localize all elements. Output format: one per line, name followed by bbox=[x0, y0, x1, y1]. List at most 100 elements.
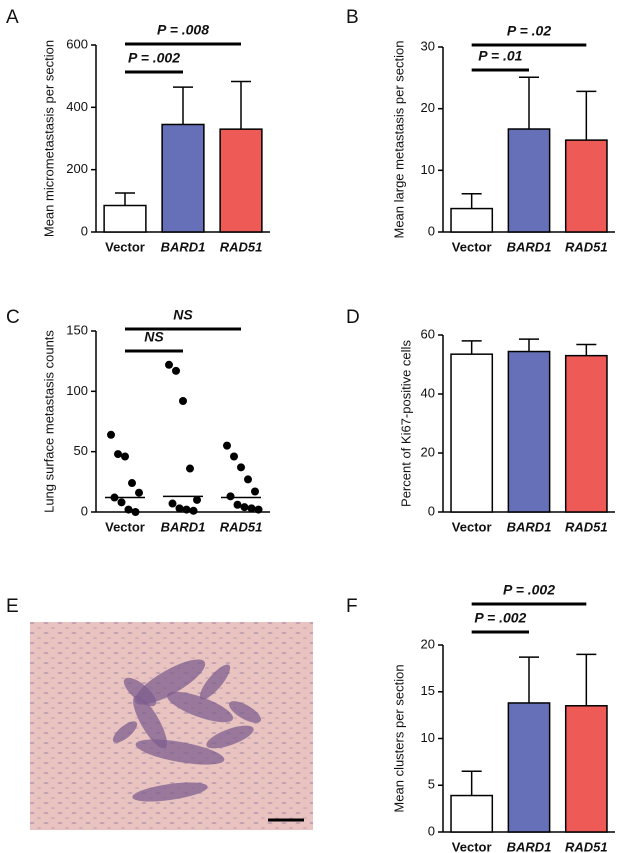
bar bbox=[564, 354, 608, 513]
y-tick-label: 10 bbox=[421, 730, 435, 745]
data-point bbox=[233, 500, 242, 509]
y-axis-label: Mean clusters per section bbox=[391, 664, 406, 812]
data-point bbox=[244, 475, 252, 484]
panel-label: C bbox=[6, 307, 20, 328]
y-tick-label: 150 bbox=[66, 322, 88, 337]
x-tick-label: BARD1 bbox=[507, 519, 552, 534]
y-tick-label: 0 bbox=[428, 823, 435, 838]
y-tick-label: 0 bbox=[428, 503, 435, 518]
y-tick-label: 15 bbox=[421, 683, 435, 698]
bar bbox=[507, 350, 551, 513]
bar bbox=[450, 353, 494, 513]
data-point bbox=[175, 504, 184, 513]
y-tick-label: 10 bbox=[421, 162, 435, 177]
data-point bbox=[223, 441, 231, 450]
data-point bbox=[165, 360, 173, 369]
bar bbox=[161, 123, 205, 233]
x-tick-label: Vector bbox=[105, 519, 145, 534]
data-point bbox=[128, 479, 136, 488]
data-point bbox=[172, 366, 180, 375]
cell-cluster bbox=[134, 659, 206, 705]
data-point bbox=[189, 506, 198, 515]
data-point bbox=[247, 504, 256, 513]
y-tick-label: 30 bbox=[421, 38, 435, 53]
cell-cluster bbox=[132, 782, 208, 802]
cell-cluster bbox=[112, 721, 138, 743]
data-point bbox=[230, 452, 238, 461]
panel-label: F bbox=[346, 596, 358, 617]
bar bbox=[450, 207, 494, 233]
data-point bbox=[182, 505, 191, 514]
x-tick-label: BARD1 bbox=[507, 839, 552, 853]
x-tick-label: RAD51 bbox=[565, 239, 608, 254]
cell-cluster bbox=[123, 677, 157, 707]
y-tick-label: 200 bbox=[66, 161, 88, 176]
x-tick-label: BARD1 bbox=[507, 239, 552, 254]
x-tick-label: Vector bbox=[452, 839, 492, 853]
y-axis-label: Lung surface metastasis counts bbox=[41, 330, 56, 513]
data-point bbox=[114, 450, 122, 459]
cell-cluster bbox=[229, 701, 261, 723]
significance-label: P = .02 bbox=[507, 23, 551, 39]
significance-label: NS bbox=[144, 329, 164, 345]
significance-label: P = .008 bbox=[157, 22, 209, 38]
data-point bbox=[226, 492, 235, 501]
x-tick-label: RAD51 bbox=[565, 519, 608, 534]
significance-label: NS bbox=[173, 307, 193, 323]
x-tick-label: BARD1 bbox=[161, 519, 206, 534]
data-point bbox=[131, 508, 140, 516]
data-point bbox=[240, 503, 249, 512]
panel-label: B bbox=[346, 7, 359, 28]
bar bbox=[103, 204, 147, 233]
cell-cluster bbox=[135, 739, 225, 765]
bar bbox=[564, 139, 608, 233]
data-point bbox=[124, 505, 133, 514]
y-tick-label: 50 bbox=[74, 443, 88, 458]
cell-cluster bbox=[166, 691, 234, 723]
micrograph bbox=[30, 622, 313, 830]
cell-cluster bbox=[199, 664, 231, 700]
data-point bbox=[121, 452, 129, 461]
y-tick-label: 40 bbox=[421, 385, 435, 400]
y-tick-label: 100 bbox=[66, 383, 88, 398]
significance-label: P = .002 bbox=[503, 582, 555, 598]
data-point bbox=[135, 488, 143, 497]
significance-label: P = .01 bbox=[478, 48, 522, 64]
data-point bbox=[168, 499, 177, 508]
y-tick-label: 0 bbox=[428, 223, 435, 238]
bar bbox=[507, 128, 551, 233]
y-axis-label: Percent of Ki67-positive cells bbox=[398, 340, 413, 507]
cell-cluster bbox=[133, 695, 167, 749]
data-point bbox=[251, 487, 259, 496]
y-tick-label: 0 bbox=[81, 503, 88, 518]
y-tick-label: 600 bbox=[66, 36, 88, 51]
y-tick-label: 60 bbox=[421, 326, 435, 341]
x-tick-label: RAD51 bbox=[220, 519, 263, 534]
significance-label: P = .002 bbox=[128, 50, 180, 66]
y-tick-label: 20 bbox=[421, 444, 435, 459]
data-point bbox=[186, 464, 194, 473]
x-tick-label: Vector bbox=[452, 519, 492, 534]
x-tick-label: RAD51 bbox=[565, 839, 608, 853]
bar bbox=[450, 794, 494, 833]
x-tick-label: RAD51 bbox=[220, 239, 263, 254]
y-tick-label: 0 bbox=[81, 223, 88, 238]
y-tick-label: 5 bbox=[428, 777, 435, 792]
x-tick-label: Vector bbox=[452, 239, 492, 254]
data-point bbox=[254, 505, 263, 514]
data-point bbox=[117, 498, 126, 507]
panel-label: D bbox=[346, 307, 360, 328]
data-point bbox=[193, 495, 201, 504]
y-axis-label: Mean micrometastasis per section bbox=[41, 40, 56, 237]
cell-cluster bbox=[206, 725, 254, 749]
data-point bbox=[179, 396, 187, 405]
bar bbox=[219, 128, 263, 233]
y-tick-label: 20 bbox=[421, 636, 435, 651]
bar bbox=[564, 705, 608, 833]
bar bbox=[507, 702, 551, 833]
x-tick-label: BARD1 bbox=[161, 239, 206, 254]
x-tick-label: Vector bbox=[105, 239, 145, 254]
significance-label: P = .002 bbox=[474, 610, 526, 626]
panel-label: A bbox=[6, 7, 19, 28]
